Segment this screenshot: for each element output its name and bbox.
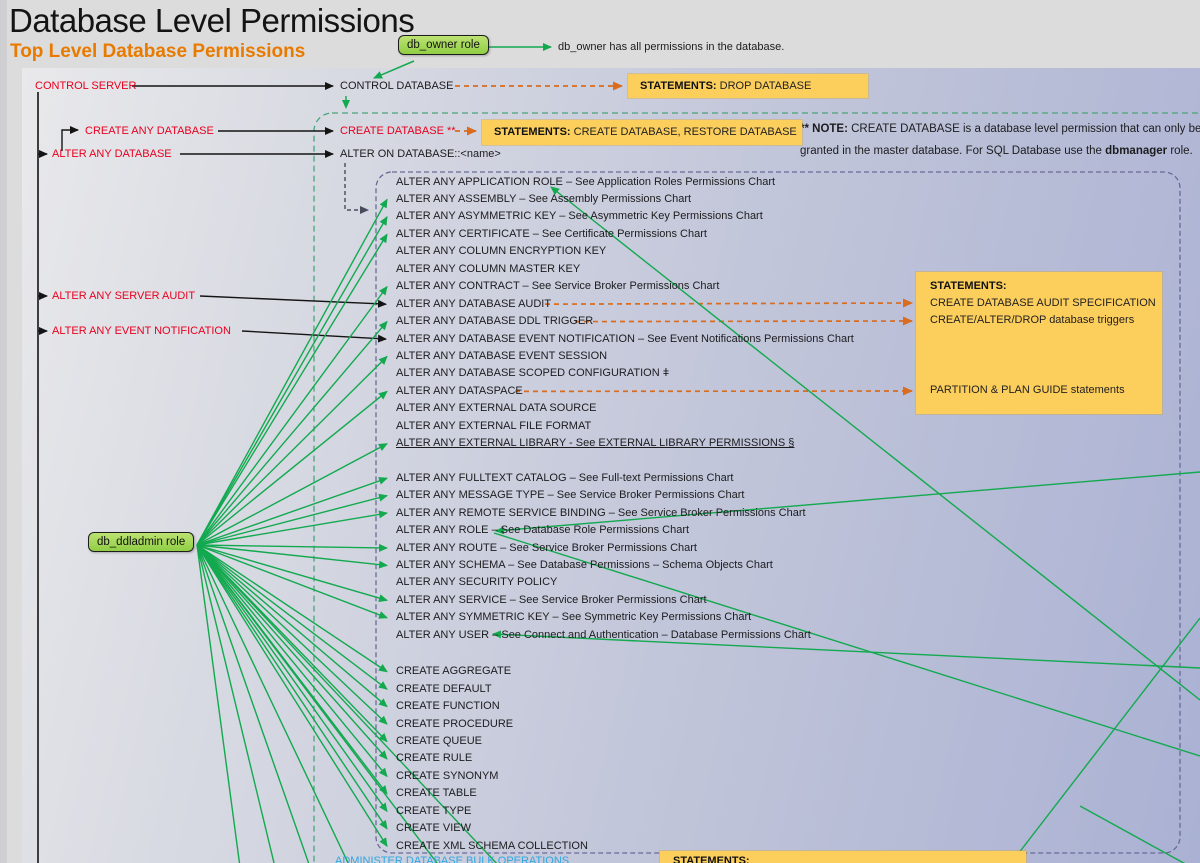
page-title: Database Level Permissions <box>9 2 415 39</box>
left-margin-strip <box>0 0 7 863</box>
diagram-background-panel <box>22 68 1200 863</box>
section-title: Top Level Database Permissions <box>10 41 306 62</box>
db-owner-role-box: db_owner role <box>398 35 489 55</box>
db-owner-note: db_owner has all permissions in the data… <box>558 41 785 53</box>
